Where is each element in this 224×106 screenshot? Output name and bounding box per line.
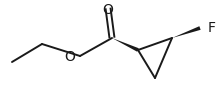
Text: O: O <box>103 3 113 17</box>
Text: F: F <box>208 21 216 35</box>
Polygon shape <box>112 38 139 52</box>
Polygon shape <box>172 26 201 38</box>
Text: O: O <box>64 50 75 64</box>
